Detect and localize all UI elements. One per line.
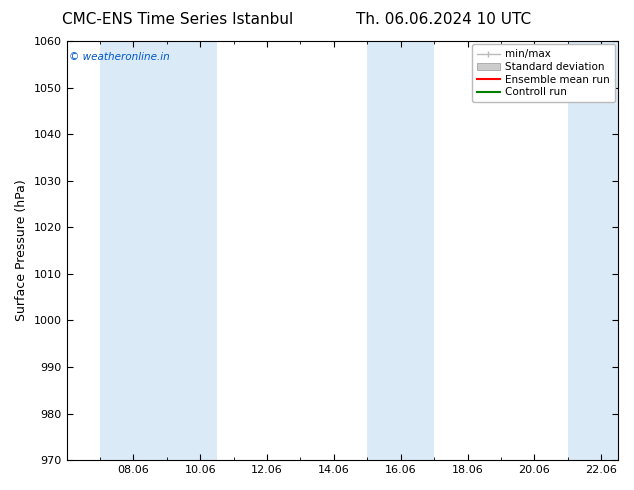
Bar bbox=[100, 41, 217, 460]
Text: © weatheronline.in: © weatheronline.in bbox=[69, 51, 170, 62]
Legend: min/max, Standard deviation, Ensemble mean run, Controll run: min/max, Standard deviation, Ensemble me… bbox=[472, 44, 615, 102]
Bar bbox=[568, 41, 618, 460]
Bar bbox=[367, 41, 434, 460]
Text: CMC-ENS Time Series Istanbul: CMC-ENS Time Series Istanbul bbox=[62, 12, 293, 27]
Text: Th. 06.06.2024 10 UTC: Th. 06.06.2024 10 UTC bbox=[356, 12, 531, 27]
Y-axis label: Surface Pressure (hPa): Surface Pressure (hPa) bbox=[15, 180, 28, 321]
